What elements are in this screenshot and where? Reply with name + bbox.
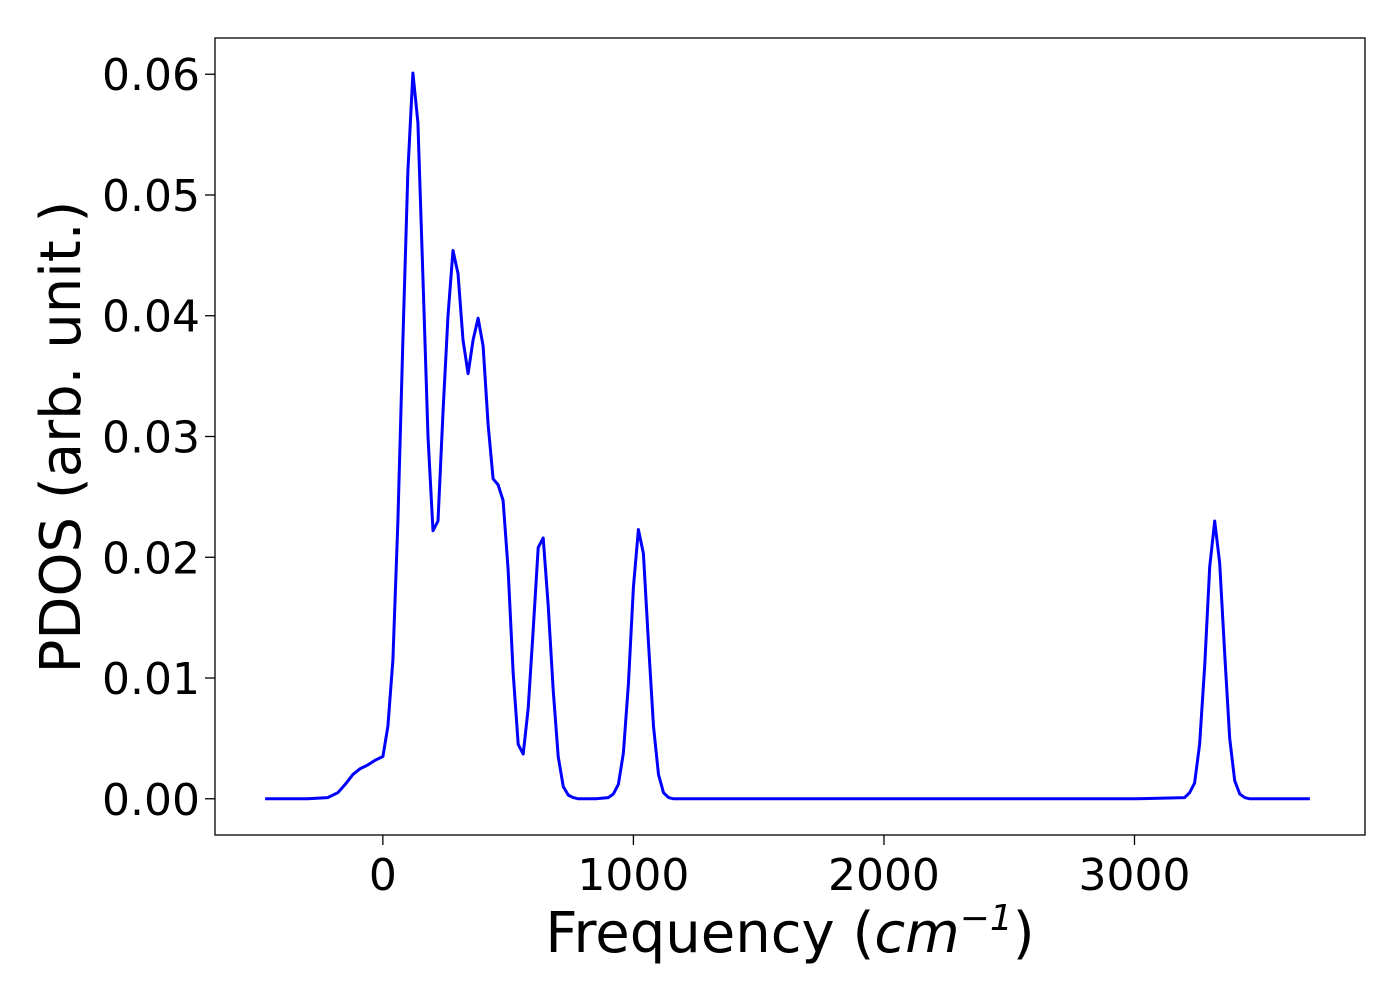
y-axis-label: PDOS (arb. unit.) <box>29 201 94 674</box>
y-tick-label: 0.05 <box>102 171 200 222</box>
x-tick-label: 1000 <box>577 850 689 901</box>
x-axis-label-main: Frequency ( <box>545 901 874 966</box>
x-tick-label: 0 <box>369 850 397 901</box>
y-tick-label: 0.00 <box>102 775 200 826</box>
ticks-layer: 0 1000 2000 3000 0.00 0.01 0.02 0.03 0.04 0.05 0.0… <box>102 50 1190 901</box>
x-axis-label-close: ) <box>1013 901 1035 966</box>
y-tick-label: 0.03 <box>102 413 200 464</box>
plot-frame <box>214 37 1366 836</box>
y-tick-label: 0.04 <box>102 292 200 343</box>
x-axis-label-exponent: −1 <box>960 898 1013 939</box>
y-tick-label: 0.01 <box>102 654 200 705</box>
x-axis-label: Frequency (cm−1) <box>545 898 1034 966</box>
series-layer <box>265 71 1310 801</box>
pdos-series-line <box>265 71 1310 801</box>
x-tick-label: 2000 <box>828 850 940 901</box>
x-tick-label: 3000 <box>1079 850 1191 901</box>
y-tick-label: 0.02 <box>102 533 200 584</box>
y-tick-label: 0.06 <box>102 50 200 101</box>
x-axis-label-unit: cm <box>874 901 959 966</box>
